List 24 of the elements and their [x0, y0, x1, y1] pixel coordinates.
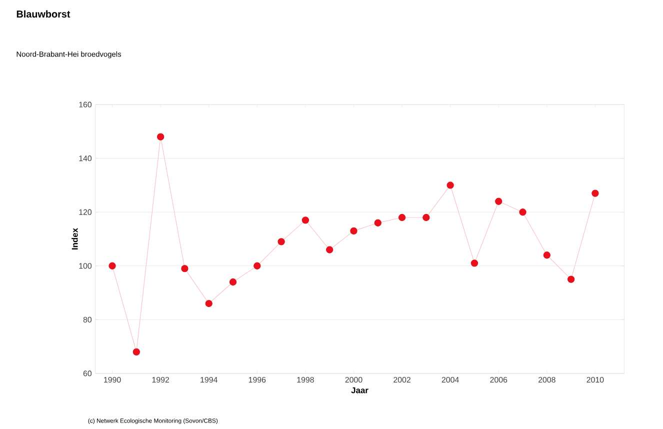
y-axis-title: Index [72, 228, 78, 250]
point [278, 238, 285, 246]
point [254, 262, 261, 270]
point [543, 251, 550, 259]
x-axis-title: Jaar [351, 387, 368, 394]
point [229, 278, 237, 286]
chart-title: Blauwborst [16, 10, 70, 18]
point [398, 214, 406, 221]
point [446, 182, 454, 189]
point [592, 190, 599, 197]
point [374, 219, 382, 226]
point [326, 246, 334, 254]
point [156, 133, 164, 140]
point [302, 216, 310, 224]
point [350, 227, 358, 234]
point [519, 208, 526, 216]
point [422, 214, 430, 221]
point [108, 262, 116, 270]
point [495, 198, 502, 205]
point [181, 264, 188, 272]
point [567, 276, 575, 283]
point [205, 300, 212, 308]
point [470, 260, 478, 267]
point [132, 348, 140, 356]
